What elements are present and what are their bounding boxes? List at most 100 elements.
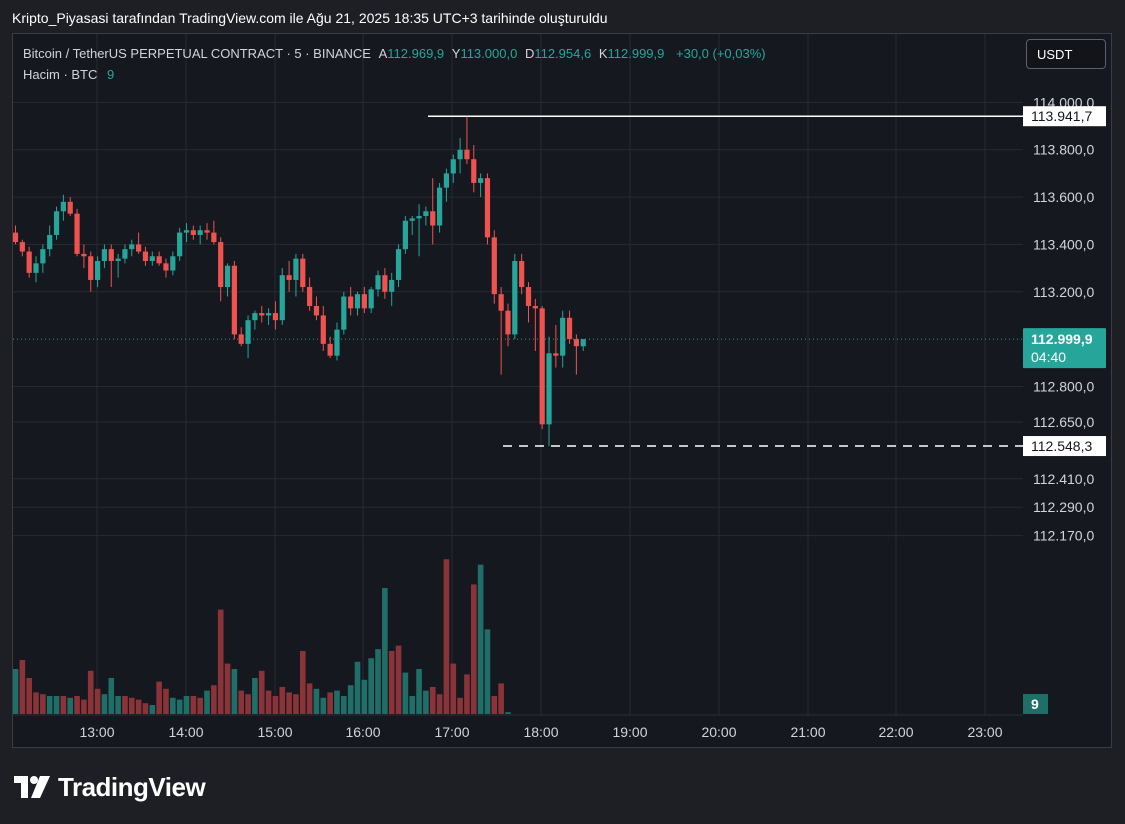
- candle-body: [505, 310, 511, 335]
- time-axis-label: 21:00: [790, 724, 825, 740]
- time-axis-label: 22:00: [878, 724, 913, 740]
- candle-body: [354, 294, 361, 309]
- volume-bar: [26, 678, 32, 714]
- candle: [81, 244, 87, 269]
- candle: [484, 173, 491, 245]
- candle: [238, 327, 244, 347]
- candle-body: [484, 178, 491, 238]
- candle-body: [149, 256, 155, 262]
- candle: [74, 208, 80, 257]
- open-label: A: [378, 46, 388, 61]
- chart-canvas[interactable]: 114.000,0113.800,0113.600,0113.400,0113.…: [13, 34, 1112, 748]
- candle-body: [532, 305, 538, 309]
- candle-body: [259, 313, 265, 316]
- volume-bar: [457, 697, 463, 714]
- candle: [13, 225, 19, 245]
- candle: [108, 244, 114, 288]
- candle-body: [546, 353, 552, 425]
- volume-bar: [183, 696, 190, 714]
- candle-body: [409, 218, 415, 221]
- volume-badge-box: [1023, 694, 1048, 714]
- countdown-label: 04:40: [1031, 349, 1066, 365]
- time-axis-label: 20:00: [701, 724, 736, 740]
- candle: [142, 246, 149, 266]
- volume-bar: [505, 712, 511, 714]
- candle: [88, 251, 94, 292]
- time-axis-label: 17:00: [434, 724, 469, 740]
- candle: [457, 137, 463, 174]
- candle: [354, 291, 361, 316]
- volume-bar: [156, 681, 162, 714]
- candle-body: [53, 211, 60, 235]
- candle: [149, 251, 155, 266]
- candle-body: [47, 234, 53, 250]
- candle: [272, 301, 279, 330]
- volume-bar: [94, 688, 101, 714]
- candle: [375, 270, 381, 297]
- candle-body: [293, 258, 299, 280]
- candle: [33, 256, 39, 283]
- candle: [40, 244, 46, 273]
- candle-body: [361, 294, 367, 309]
- volume-legend[interactable]: Hacim · BTC 9: [23, 67, 114, 82]
- volume-bar: [313, 688, 320, 714]
- current-price-box: [1023, 328, 1106, 369]
- candle: [170, 251, 176, 276]
- volume-bar: [142, 703, 149, 714]
- candle: [560, 310, 566, 368]
- candle: [348, 287, 354, 316]
- price-axis-bg: [1023, 34, 1111, 747]
- candle-body: [580, 339, 586, 347]
- candle-body: [478, 178, 484, 183]
- candle-body: [573, 339, 579, 347]
- candle-body: [525, 287, 532, 306]
- candle: [416, 204, 422, 257]
- candle: [129, 239, 135, 257]
- price-axis-label: 112.410,0: [1033, 471, 1094, 487]
- volume-bar: [135, 699, 142, 714]
- candle-body: [512, 261, 518, 335]
- candle: [224, 263, 231, 297]
- time-axis-label: 23:00: [967, 724, 1002, 740]
- candle: [60, 194, 66, 221]
- volume-bar: [74, 696, 80, 714]
- candle: [389, 272, 395, 306]
- candle: [67, 197, 73, 217]
- price-axis-label: 113.800,0: [1033, 142, 1094, 158]
- candle: [341, 291, 347, 335]
- candle: [259, 305, 265, 323]
- candle: [197, 225, 203, 245]
- volume-bar: [443, 559, 450, 714]
- candle-body: [430, 211, 436, 226]
- chart-panel[interactable]: 114.000,0 113.800,0 113.600,0 113.400,0 113.…: [12, 33, 1112, 748]
- candle: [498, 287, 504, 375]
- volume-bar: [429, 687, 436, 714]
- volume-bar: [464, 674, 470, 714]
- symbol-title[interactable]: Bitcoin / TetherUS PERPETUAL CONTRACT · …: [23, 46, 371, 61]
- time-axis-bg: [13, 715, 1023, 747]
- volume-bar: [265, 690, 272, 714]
- candle-body: [436, 187, 443, 226]
- volume-bar: [498, 683, 504, 714]
- candle: [231, 261, 237, 340]
- close-value: 112.999,9: [607, 46, 665, 61]
- currency-button[interactable]: USDT: [1026, 39, 1106, 69]
- candle: [430, 178, 436, 245]
- close-label: K: [598, 46, 608, 61]
- candle: [361, 287, 367, 314]
- volume-bar: [53, 696, 60, 714]
- candle-body: [265, 313, 272, 316]
- candle: [539, 305, 545, 430]
- candle: [573, 334, 579, 375]
- low-label: D: [524, 46, 535, 61]
- tradingview-logo[interactable]: TradingView: [14, 770, 206, 804]
- tradingview-logo-icon: [14, 776, 50, 798]
- volume-bar: [375, 649, 381, 714]
- volume-bar: [436, 694, 443, 714]
- candle-body: [368, 289, 374, 309]
- symbol-legend[interactable]: Bitcoin / TetherUS PERPETUAL CONTRACT · …: [23, 46, 766, 61]
- volume-bar: [170, 697, 176, 714]
- candle-body: [416, 216, 422, 219]
- volume-badge-label: 9: [1031, 696, 1039, 712]
- volume-bar: [197, 697, 203, 714]
